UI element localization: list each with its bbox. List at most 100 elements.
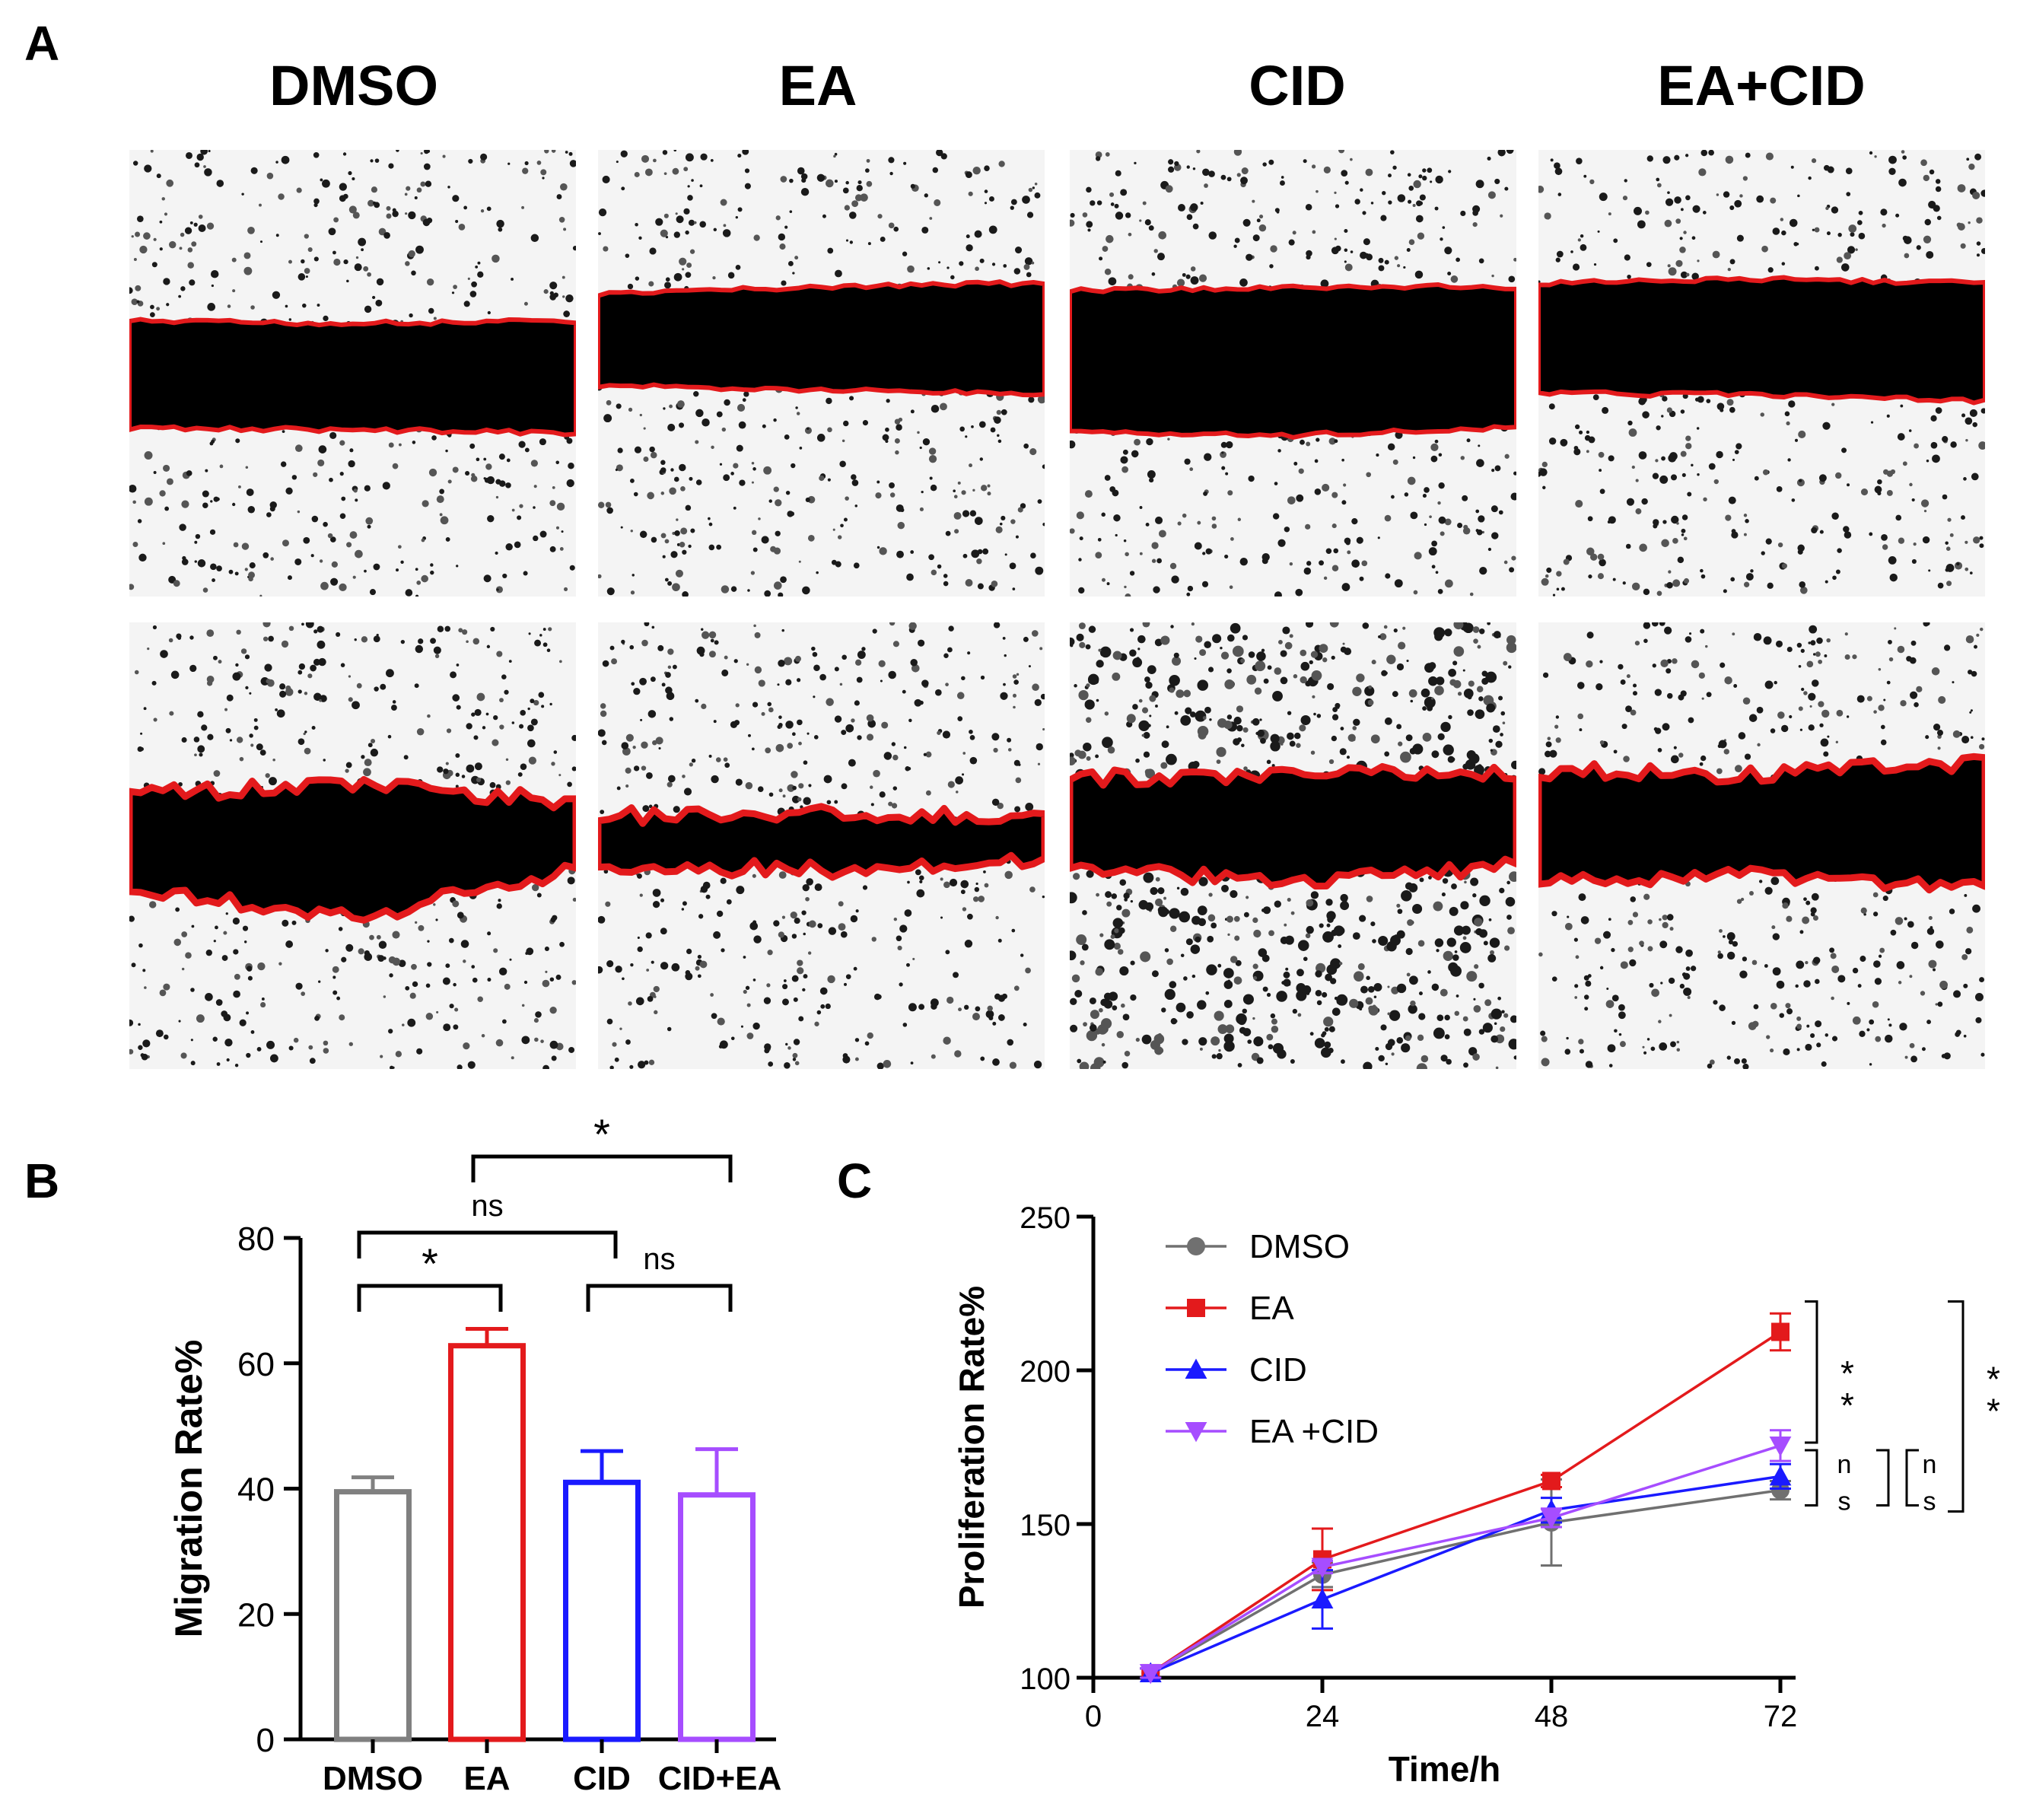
cell-speck (1770, 877, 1780, 886)
cell-speck (1444, 1034, 1450, 1040)
cell-speck (794, 655, 801, 662)
cell-speck (1039, 647, 1043, 651)
cell-speck (752, 547, 758, 552)
cell-speck (266, 512, 272, 517)
cell-speck (303, 536, 310, 544)
cell-speck (848, 759, 856, 767)
cell-speck (713, 931, 721, 939)
cell-speck (1242, 635, 1249, 641)
cell-speck (938, 261, 941, 264)
cell-speck (392, 463, 399, 469)
cell-speck (1900, 404, 1904, 408)
cell-speck (1717, 950, 1721, 954)
cell-speck (1507, 927, 1515, 935)
cell-speck (1155, 877, 1160, 882)
cell-speck (559, 660, 562, 663)
cell-speck (1576, 682, 1585, 689)
cell-speck (1683, 987, 1692, 996)
cell-speck (431, 435, 437, 441)
cell-speck (1287, 898, 1291, 902)
cell-speck (1662, 921, 1669, 929)
cell-speck (520, 710, 527, 716)
cell-speck (1261, 552, 1270, 562)
cell-speck (679, 541, 686, 548)
cell-speck (1100, 998, 1108, 1007)
cell-speck (1674, 196, 1681, 204)
cell-speck (1836, 256, 1843, 263)
cell-speck (530, 234, 539, 243)
cell-speck (1428, 662, 1436, 670)
cell-speck (1309, 1032, 1314, 1036)
cell-speck (1961, 413, 1966, 418)
cell-speck (962, 907, 967, 912)
cell-speck (392, 210, 399, 218)
cell-speck (1166, 753, 1177, 765)
cell-speck (259, 203, 262, 207)
cell-speck (1453, 646, 1465, 657)
cell-speck (665, 686, 673, 695)
cell-speck (1360, 251, 1367, 259)
cell-speck (129, 1048, 134, 1055)
bar-ea (448, 1343, 526, 1742)
cell-speck (1965, 567, 1969, 571)
cell-speck (1602, 931, 1611, 939)
cell-speck (798, 741, 802, 746)
cell-speck (654, 995, 657, 998)
cell-speck (1199, 1047, 1203, 1051)
cell-speck (1740, 897, 1745, 902)
cell-speck (1632, 691, 1638, 696)
cell-speck (1968, 164, 1975, 170)
cell-speck (1971, 473, 1979, 481)
cell-speck (1431, 983, 1440, 991)
cell-speck (239, 1019, 247, 1026)
cell-speck (1334, 996, 1338, 1001)
cell-speck (1200, 201, 1204, 205)
cell-speck (194, 162, 200, 168)
cell-speck (660, 460, 666, 466)
cell-speck (1490, 1035, 1499, 1043)
cell-speck (1095, 967, 1103, 976)
cell-speck (862, 420, 869, 426)
cell-speck (1782, 902, 1789, 909)
cell-speck (1575, 500, 1583, 508)
cell-speck (1016, 673, 1020, 676)
wound-gap-outline (1070, 762, 1516, 890)
cell-speck (265, 773, 270, 778)
cell-speck (764, 590, 771, 597)
cell-speck (960, 880, 969, 889)
cell-speck (999, 522, 1003, 526)
cell-speck (1659, 475, 1669, 484)
cell-speck (566, 479, 574, 488)
cell-speck (1172, 656, 1182, 666)
cell-speck (903, 746, 907, 749)
cell-speck (1665, 668, 1672, 674)
cell-speck (1733, 684, 1738, 688)
cell-speck (1101, 1042, 1106, 1047)
cell-speck (1506, 635, 1516, 645)
cell-speck (744, 168, 750, 173)
cell-speck (1185, 274, 1191, 279)
cell-speck (1909, 975, 1913, 978)
cell-speck (1508, 275, 1516, 283)
cell-speck (1266, 992, 1271, 998)
cell-speck (711, 1013, 717, 1020)
cell-speck (487, 310, 491, 315)
cell-speck (1666, 582, 1673, 589)
cell-speck (1316, 438, 1320, 442)
cell-speck (1387, 985, 1390, 988)
cell-speck (1224, 554, 1229, 559)
cell-speck (1478, 1029, 1485, 1035)
cell-speck (782, 794, 786, 798)
cell-speck (1589, 179, 1595, 185)
cell-speck (216, 180, 224, 187)
cell-speck (722, 229, 731, 237)
cell-speck (1926, 1020, 1932, 1025)
cell-speck (1657, 748, 1662, 752)
cell-speck (1574, 996, 1578, 999)
cell-speck (1904, 253, 1910, 259)
cell-speck (1498, 695, 1503, 701)
cell-speck (138, 943, 143, 948)
cell-speck (997, 434, 1000, 438)
cell-speck (295, 982, 303, 990)
cell-speck (676, 400, 685, 409)
